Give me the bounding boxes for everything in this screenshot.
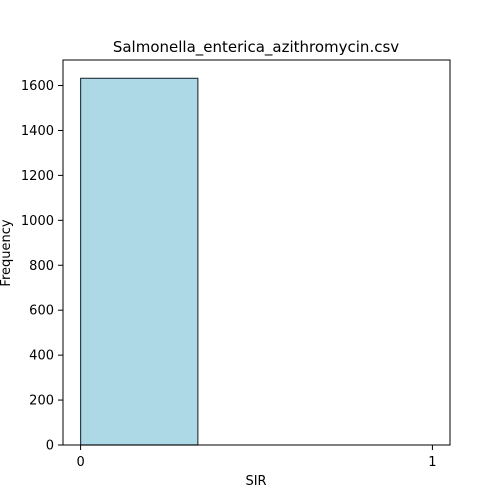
- bars-group: [79, 77, 199, 446]
- y-tick-label: 1400: [21, 124, 54, 139]
- y-axis-label: Frequency: [0, 219, 14, 286]
- histogram-bar: [79, 77, 199, 446]
- y-tick-label: 400: [29, 349, 54, 364]
- y-tick-label: 600: [29, 304, 54, 319]
- y-ticks-group: 0 200 400 600 800 1000 1200 1400 1600: [21, 79, 63, 454]
- y-tick-label: 0: [46, 439, 54, 454]
- chart-title: Salmonella_enterica_azithromycin.csv: [113, 38, 399, 57]
- y-tick-label: 1600: [21, 79, 54, 94]
- y-tick-label: 1200: [21, 169, 54, 184]
- x-tick-label: 0: [76, 455, 84, 470]
- y-tick-label: 200: [29, 394, 54, 409]
- x-axis-label: SIR: [245, 474, 266, 489]
- plot-frame: [62, 59, 451, 446]
- y-tick-label: 1000: [21, 214, 54, 229]
- x-tick-label: 1: [428, 455, 436, 470]
- y-tick-label: 800: [29, 259, 54, 274]
